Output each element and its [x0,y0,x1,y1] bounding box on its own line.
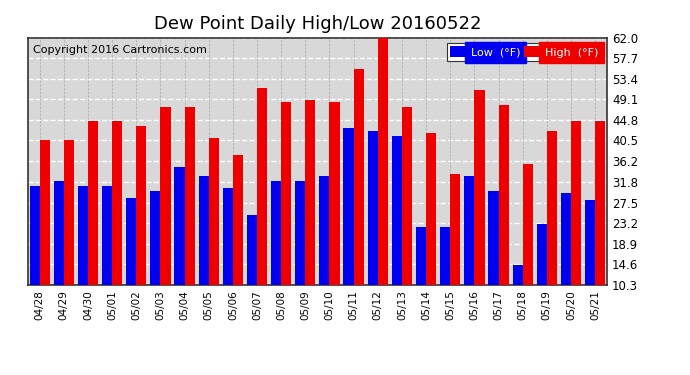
Bar [450,174,460,285]
Bar [305,100,315,285]
Bar [561,193,571,285]
Bar [295,181,305,285]
Bar [136,126,146,285]
Bar [247,214,257,285]
Bar [282,102,291,285]
Legend: Low  (°F), High  (°F): Low (°F), High (°F) [446,43,602,61]
Bar [184,107,195,285]
Text: Copyright 2016 Cartronics.com: Copyright 2016 Cartronics.com [33,45,207,55]
Bar [208,138,219,285]
Bar [402,107,412,285]
Bar [546,131,557,285]
Bar [571,121,581,285]
Bar [489,191,498,285]
Bar [39,140,50,285]
Bar [112,121,122,285]
Bar [223,188,233,285]
Bar [416,226,426,285]
Bar [353,69,364,285]
Bar [368,131,377,285]
Bar [271,181,281,285]
Bar [475,90,484,285]
Bar [257,88,267,285]
Bar [78,186,88,285]
Bar [233,155,243,285]
Bar [126,198,136,285]
Bar [378,38,388,285]
Bar [160,107,170,285]
Bar [102,186,112,285]
Bar [175,167,185,285]
Bar [30,186,39,285]
Bar [585,200,595,285]
Bar [54,181,63,285]
Bar [498,105,509,285]
Bar [88,121,98,285]
Bar [330,102,339,285]
Bar [199,176,208,285]
Bar [440,226,450,285]
Bar [150,191,160,285]
Title: Dew Point Daily High/Low 20160522: Dew Point Daily High/Low 20160522 [154,15,481,33]
Bar [464,176,475,285]
Bar [537,224,546,285]
Bar [344,129,353,285]
Bar [513,265,523,285]
Bar [595,121,605,285]
Bar [63,140,74,285]
Bar [426,133,436,285]
Bar [319,176,329,285]
Bar [392,136,402,285]
Bar [523,164,533,285]
